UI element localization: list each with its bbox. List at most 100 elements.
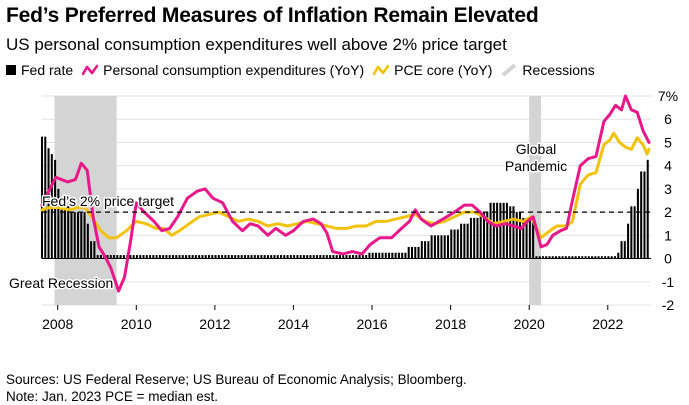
fed-rate-bar-91 [338, 255, 341, 259]
fed-rate-bar-15 [90, 241, 93, 259]
fed-rate-bar-67 [260, 255, 263, 259]
pce-line [40, 94, 651, 293]
fed-rate-bar-161 [568, 256, 571, 259]
fed-rate-bar-146 [519, 212, 522, 259]
fed-rate-bar-148 [525, 217, 528, 259]
fed-rate-bar-155 [548, 256, 551, 259]
fed-rate-bar-182 [636, 188, 639, 259]
x-tick-label-2020: 2020 [514, 316, 545, 332]
fed-rate-bar-93 [345, 255, 348, 259]
fed-rate-bar-8 [67, 206, 70, 259]
fed-rate-bar-105 [384, 252, 387, 259]
fed-rate-bar-70 [270, 255, 273, 259]
fed-rate-bar-117 [424, 241, 427, 259]
fed-rate-bar-166 [584, 256, 587, 259]
note-text: Note: Jan. 2023 PCE = median est. [6, 389, 218, 404]
fed-rate-bar-5 [57, 188, 60, 259]
fed-rate-bar-184 [643, 171, 646, 259]
fed-rate-bar-33 [149, 255, 152, 259]
fed-rate-bar-83 [312, 255, 315, 259]
fed-rate-bar-123 [443, 235, 446, 259]
fed-rate-bar-9 [70, 212, 73, 259]
fed-rate-bar-109 [397, 252, 400, 259]
fed-rate-bar-78 [296, 255, 299, 259]
fed-rate-bar-72 [276, 255, 279, 259]
fed-rate-bar-44 [185, 255, 188, 259]
y-tick-label-0: 7% [658, 88, 678, 104]
fed-rate-bar-84 [316, 255, 319, 259]
fed-rate-bar-114 [414, 246, 417, 259]
fed-rate-bar-47 [194, 255, 197, 259]
fed-rate-bar-163 [574, 256, 577, 259]
fed-rate-bar-64 [250, 255, 253, 259]
fed-rate-bar-65 [253, 255, 256, 259]
fed-rate-bar-174 [610, 256, 613, 259]
fed-rate-bar-87 [325, 255, 328, 259]
fed-rate-bar-132 [473, 217, 476, 259]
fed-rate-bar-145 [515, 212, 518, 259]
fed-rate-bar-162 [571, 256, 574, 259]
fed-rate-bar-127 [456, 229, 459, 259]
fed-rate-bar-185 [646, 159, 649, 259]
fed-rate-bar-177 [620, 241, 623, 259]
fed-rate-bar-23 [116, 255, 119, 259]
x-tick-label-2014: 2014 [278, 316, 309, 332]
fed-rate-bar-61 [240, 255, 243, 259]
legend-item-pce-core: PCE core (YoY) [373, 62, 492, 78]
fed-rate-bar-128 [460, 223, 463, 259]
y-tick-label-5: 2 [664, 204, 672, 220]
fed-rate-bar-142 [505, 202, 508, 259]
x-tick-label-2012: 2012 [199, 316, 230, 332]
legend-item-recessions: Recessions [501, 62, 595, 78]
chart-legend: Fed rate Personal consumption expenditur… [6, 62, 604, 78]
x-tick-label-2022: 2022 [592, 316, 623, 332]
fed-rate-bar-181 [633, 206, 636, 259]
fed-rate-bar-22 [113, 255, 116, 259]
fed-rate-bar-97 [358, 255, 361, 259]
fed-rate-bar-46 [191, 255, 194, 259]
fed-rate-bar-56 [224, 255, 227, 259]
fed-rate-bar-100 [368, 252, 371, 259]
fed-rate-bar-69 [266, 255, 269, 259]
fed-rate-bar-102 [374, 252, 377, 259]
fed-rate-bar-77 [293, 255, 296, 259]
fed-rate-bar-54 [217, 255, 220, 259]
x-tick-label-2008: 2008 [42, 316, 73, 332]
fed-rate-bar-157 [555, 256, 558, 259]
fed-rate-bar-108 [394, 252, 397, 259]
fed-rate-bar-149 [528, 217, 531, 259]
fed-rate-bar-62 [243, 255, 247, 259]
fed-rate-bar-40 [171, 255, 174, 259]
fed-rate-bar-59 [234, 255, 237, 259]
fed-rate-bar-134 [479, 212, 482, 259]
fed-rate-bar-80 [302, 255, 305, 259]
fed-rate-bar-12 [80, 212, 83, 259]
fed-rate-bar-167 [587, 256, 590, 259]
y-tick-label-3: 4 [664, 158, 672, 174]
chart-notes: Sources: US Federal Reserve; US Bureau o… [6, 371, 467, 405]
annotation-global: Global [516, 141, 556, 157]
fed-rate-bar-63 [247, 255, 250, 259]
target-label: Fed’s 2% price target [42, 193, 174, 209]
fed-rate-bar-112 [407, 246, 410, 259]
fed-rate-bars [40, 136, 649, 259]
fed-rate-bar-74 [283, 255, 286, 259]
recession-band-0 [54, 96, 117, 305]
fed-rate-bar-178 [623, 241, 626, 259]
legend-label-pce: Personal consumption expenditures (YoY) [103, 62, 365, 78]
fed-rate-bar-180 [630, 206, 633, 259]
y-tick-label-4: 3 [664, 181, 672, 197]
fed-rate-bar-183 [640, 171, 643, 259]
fed-rate-bar-179 [627, 223, 630, 259]
fed-rate-bar-101 [371, 252, 374, 259]
fed-rate-bar-151 [535, 256, 538, 259]
fed-rate-bar-31 [142, 255, 145, 259]
legend-label-recessions: Recessions [522, 62, 595, 78]
legend-swatch-fed-rate [6, 65, 16, 75]
fed-rate-bar-58 [230, 255, 233, 259]
fed-rate-bar-118 [427, 241, 430, 259]
pce-core-line [40, 131, 651, 240]
fed-rate-bar-104 [381, 252, 384, 259]
legend-label-fed-rate: Fed rate [21, 62, 74, 78]
legend-swatch-pce-core [373, 64, 390, 76]
